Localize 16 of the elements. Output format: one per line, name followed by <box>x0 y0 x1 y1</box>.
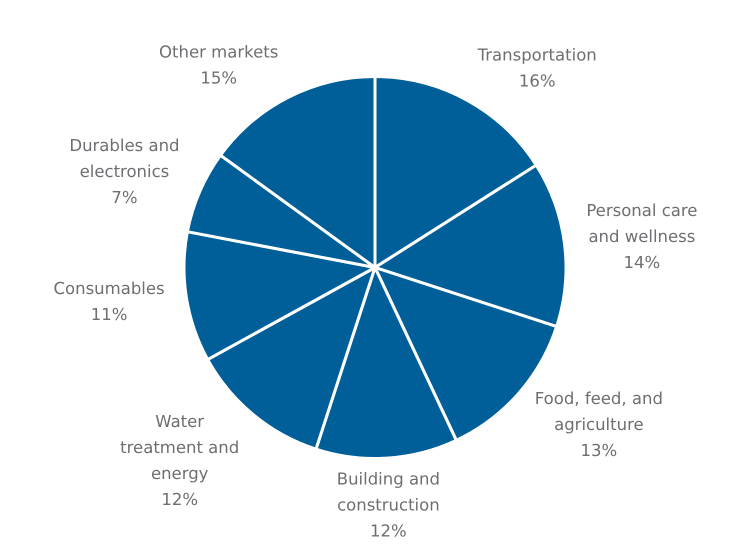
slice-label: Food, feed, and agriculture <box>534 388 663 434</box>
slice-label: Other markets <box>159 42 278 62</box>
slice-label: Transportation <box>476 46 597 65</box>
slice-label: Water treatment and energy <box>120 412 240 483</box>
slice-label: Consumables <box>54 279 165 298</box>
data-label: 7% <box>111 188 138 207</box>
data-label: 15% <box>200 68 238 88</box>
slice-label: Personal care and wellness <box>586 200 698 246</box>
data-label: 11% <box>90 305 128 324</box>
data-label: 12% <box>370 521 407 540</box>
data-label: 12% <box>161 490 198 509</box>
data-label: 16% <box>518 72 556 91</box>
data-label: 14% <box>624 252 660 272</box>
slice-label: Building and construction <box>336 469 440 514</box>
slice-label: Durables and electronics <box>69 136 180 181</box>
data-label: 13% <box>580 440 618 460</box>
